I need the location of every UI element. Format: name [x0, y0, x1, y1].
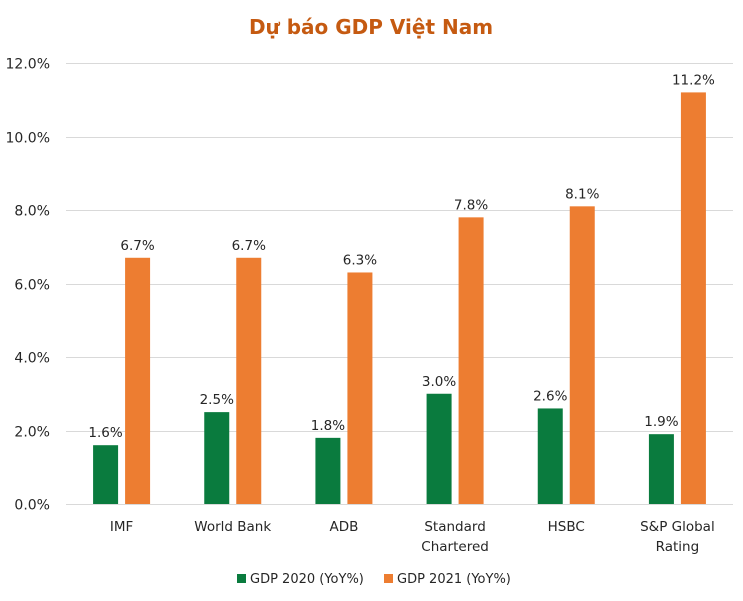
x-category-label: ADB	[329, 519, 358, 535]
legend-label: GDP 2020 (YoY%)	[250, 572, 364, 587]
y-axis-ticks: 0.0% 2.0% 4.0% 6.0% 8.0% 10.0% 12.0%	[6, 57, 50, 514]
bar-gdp-2021	[458, 217, 484, 504]
x-category-label: World Bank	[194, 519, 271, 535]
data-label: 2.5%	[200, 392, 234, 408]
y-tick-label: 4.0%	[14, 351, 50, 367]
bar-gdp-2020	[426, 393, 452, 504]
data-label: 1.9%	[644, 414, 678, 430]
data-label: 3.0%	[422, 374, 456, 390]
y-tick-label: 8.0%	[14, 204, 50, 220]
data-label: 6.7%	[232, 238, 266, 254]
x-category-label: Standard	[424, 519, 485, 535]
bars	[93, 92, 706, 505]
chart-title: Dự báo GDP Việt Nam	[249, 15, 493, 39]
data-labels: 1.6% 2.5% 1.8% 3.0% 2.6% 1.9% 6.7% 6.7% 6.3% 7.8%…	[88, 72, 715, 441]
legend-swatch	[384, 574, 393, 583]
bar-gdp-2020	[648, 434, 674, 504]
bar-gdp-2020	[315, 437, 341, 504]
bar-gdp-2021	[236, 257, 262, 504]
x-category-label: HSBC	[548, 519, 585, 535]
data-label: 7.8%	[454, 197, 488, 213]
bar-gdp-2020	[204, 412, 230, 504]
bar-gdp-2021	[125, 257, 151, 504]
data-label: 1.6%	[88, 425, 122, 441]
gridlines	[66, 63, 733, 505]
x-category-label: Rating	[656, 539, 700, 555]
data-label: 11.2%	[672, 72, 715, 88]
y-tick-label: 2.0%	[14, 425, 50, 441]
y-tick-label: 12.0%	[6, 57, 50, 73]
x-category-label: IMF	[110, 519, 133, 535]
bar-gdp-2020	[537, 408, 563, 504]
y-tick-label: 6.0%	[14, 278, 50, 294]
legend: GDP 2020 (YoY%) GDP 2021 (YoY%)	[237, 572, 511, 587]
x-axis-categories: IMF World Bank ADB Standard Chartered HSBC S&P…	[110, 519, 715, 555]
legend-label: GDP 2021 (YoY%)	[397, 572, 511, 587]
bar-gdp-2020	[93, 445, 119, 504]
data-label: 1.8%	[311, 418, 345, 434]
bar-gdp-2021	[569, 206, 595, 504]
bar-gdp-2021	[680, 92, 706, 505]
x-category-label: Chartered	[421, 539, 489, 555]
data-label: 6.3%	[343, 252, 377, 268]
data-label: 8.1%	[565, 186, 599, 202]
y-tick-label: 10.0%	[6, 131, 50, 147]
x-category-label: S&P Global	[640, 519, 715, 535]
bar-gdp-2021	[347, 272, 373, 504]
data-label: 2.6%	[533, 388, 567, 404]
data-label: 6.7%	[120, 238, 154, 254]
legend-swatch	[237, 574, 246, 583]
y-tick-label: 0.0%	[14, 498, 50, 514]
